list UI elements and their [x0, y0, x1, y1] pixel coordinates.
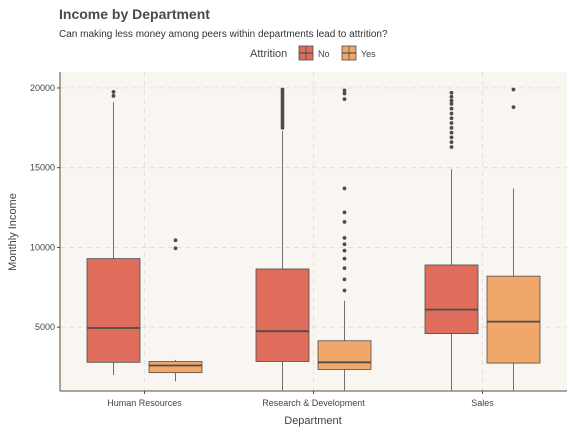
legend: Attrition No Yes — [250, 45, 376, 61]
outlier-point — [342, 242, 347, 247]
legend-item-no: No — [298, 45, 330, 61]
legend-label: No — [318, 49, 330, 59]
outlier-point — [342, 91, 347, 96]
chart-subtitle: Can making less money among peers within… — [59, 29, 388, 40]
outlier-point — [449, 106, 454, 111]
boxes — [86, 87, 541, 391]
box-no-1 — [255, 87, 310, 391]
outlier-point — [342, 97, 347, 102]
outlier-point — [449, 94, 454, 99]
outlier-point — [111, 90, 116, 94]
outlier-point — [342, 288, 347, 293]
legend-label: Yes — [361, 49, 376, 59]
box-iqr — [86, 258, 141, 363]
y-tick-label: 10000 — [30, 242, 55, 252]
outlier-point — [342, 220, 347, 224]
outlier-point — [342, 186, 347, 191]
box-no-0 — [86, 90, 141, 376]
grid — [60, 72, 567, 391]
outlier-point — [449, 90, 454, 95]
box-iqr — [424, 264, 479, 334]
y-tick-label: 20000 — [30, 83, 55, 93]
outlier-point — [511, 87, 516, 92]
x-tick-label: Sales — [471, 398, 494, 408]
outlier-point — [111, 94, 116, 98]
x-tick-label: Human Resources — [107, 398, 182, 408]
outlier-point — [449, 111, 454, 116]
outlier-point — [342, 277, 347, 282]
outlier-point — [342, 266, 347, 271]
box-no-2 — [424, 90, 479, 391]
box-yes-0 — [148, 238, 203, 382]
y-tick-label: 5000 — [35, 322, 55, 332]
outlier-point — [342, 210, 347, 215]
outlier-point — [449, 98, 454, 103]
outlier-point — [449, 135, 454, 140]
outlier-point — [449, 130, 454, 135]
box-iqr — [148, 361, 203, 374]
box-iqr — [486, 275, 541, 364]
outlier-point — [342, 256, 347, 261]
legend-title: Attrition — [250, 48, 287, 60]
x-tick-label: Research & Development — [262, 398, 365, 408]
outlier-point — [449, 125, 454, 130]
outlier-point — [280, 87, 285, 92]
outlier-point — [449, 116, 454, 121]
outlier-point — [449, 145, 454, 149]
box-iqr — [255, 268, 310, 362]
box-iqr — [317, 340, 372, 370]
outlier-point — [449, 140, 454, 145]
outlier-point — [173, 246, 178, 251]
y-tick-label: 15000 — [30, 163, 55, 173]
legend-item-yes: Yes — [341, 45, 376, 61]
outlier-point — [342, 235, 347, 240]
outlier-point — [342, 88, 347, 93]
outlier-point — [449, 102, 454, 106]
chart-title: Income by Department — [59, 6, 210, 22]
axes: 5000 10000 15000 20000 Human Resources Resear… — [30, 72, 567, 408]
outlier-point — [449, 121, 454, 125]
box-yes-1 — [317, 88, 372, 391]
box-yes-2 — [486, 87, 541, 391]
outlier-point — [342, 248, 347, 253]
x-axis-title: Department — [284, 415, 341, 427]
outlier-point — [511, 105, 516, 109]
outlier-point — [173, 238, 178, 243]
y-axis-title: Monthly Income — [7, 193, 19, 271]
